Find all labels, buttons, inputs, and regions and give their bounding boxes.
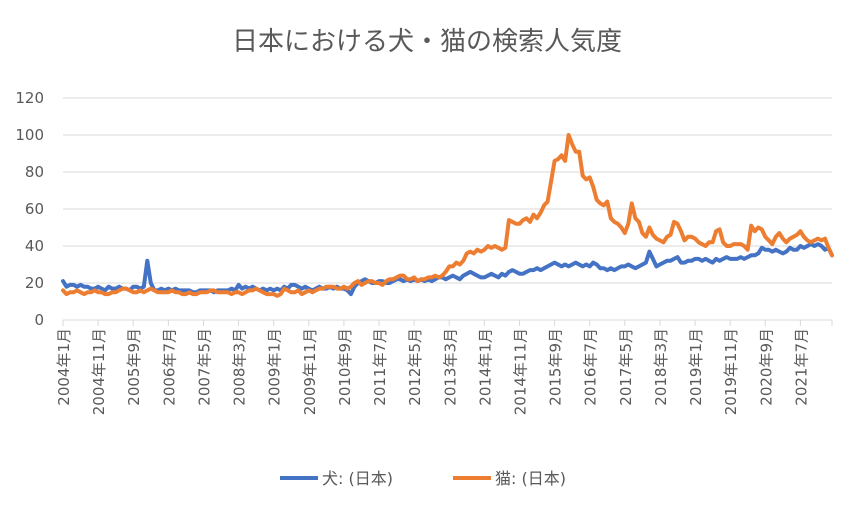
legend: 犬: (日本) 猫: (日本) <box>280 469 566 488</box>
legend-label-cat: 猫: (日本) <box>495 469 566 488</box>
x-tick-label: 2012年5月 <box>406 328 424 406</box>
y-tick-label: 60 <box>25 200 44 218</box>
y-tick-label: 80 <box>25 163 44 181</box>
x-axis: 2004年1月 2004年11月 2005年9月 2006年7月 2007年5月 2008… <box>55 320 832 415</box>
x-tick-label: 2013年3月 <box>441 328 459 406</box>
x-tick-label: 2006年7月 <box>160 328 178 406</box>
x-tick-label: 2019年11月 <box>722 328 740 415</box>
x-tick-label: 2008年3月 <box>231 328 249 406</box>
x-tick-label: 2014年11月 <box>511 328 529 415</box>
x-tick-label: 2018年3月 <box>652 328 670 406</box>
x-tick-label: 2015年9月 <box>547 328 565 406</box>
x-tick-label: 2019年1月 <box>687 328 705 406</box>
y-tick-label: 20 <box>25 274 44 292</box>
x-tick-label: 2005年9月 <box>125 328 143 406</box>
legend-item-dog[interactable]: 犬: (日本) <box>280 469 393 488</box>
legend-item-cat[interactable]: 猫: (日本) <box>453 469 566 488</box>
y-axis: 0 20 40 60 80 100 120 <box>15 89 44 329</box>
x-tick-label: 2016年7月 <box>582 328 600 406</box>
x-tick-label: 2020年9月 <box>757 328 775 406</box>
x-tick-label: 2004年1月 <box>55 328 73 406</box>
chart-title: 日本における犬・猫の検索人気度 <box>232 27 622 57</box>
y-tick-label: 100 <box>15 126 44 144</box>
legend-label-dog: 犬: (日本) <box>322 469 393 488</box>
x-tick-label: 2004年11月 <box>90 328 108 415</box>
x-tick-label: 2014年1月 <box>476 328 494 406</box>
x-tick-label: 2007年5月 <box>195 328 213 406</box>
y-tick-label: 120 <box>15 89 44 107</box>
y-tick-label: 0 <box>34 311 44 329</box>
x-tick-label: 2010年9月 <box>336 328 354 406</box>
series-line-cat <box>63 135 832 296</box>
x-tick-label: 2011年7月 <box>371 328 389 406</box>
x-tick-label: 2017年5月 <box>617 328 635 406</box>
x-tick-label: 2021年7月 <box>792 328 810 406</box>
x-tick-label: 2009年11月 <box>301 328 319 415</box>
gridlines <box>63 98 832 283</box>
y-tick-label: 40 <box>25 237 44 255</box>
x-tick-label: 2009年1月 <box>266 328 284 406</box>
series-lines <box>63 135 832 296</box>
